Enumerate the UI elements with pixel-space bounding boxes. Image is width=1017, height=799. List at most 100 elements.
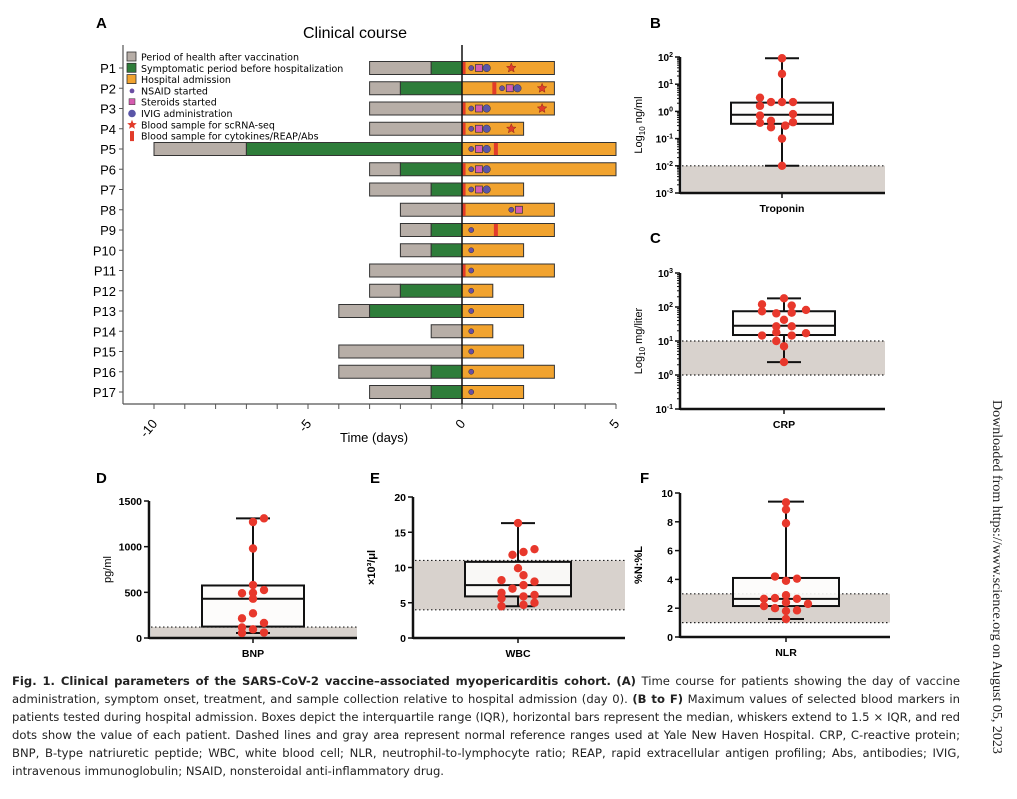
ivig-marker xyxy=(482,104,491,113)
nsaid-marker xyxy=(468,146,475,152)
symptom-bar xyxy=(245,142,463,156)
patient-row-p17: P17 xyxy=(93,385,525,400)
legend-item-steroid: Steroids started xyxy=(128,98,217,109)
data-point xyxy=(770,604,780,613)
patient-label: P7 xyxy=(100,183,116,198)
timeline-chart: Clinical course -10 -5 0 5 Time (days) P1 P2 P3 P… xyxy=(93,25,622,445)
ivig-marker xyxy=(482,165,491,174)
data-point xyxy=(787,301,796,310)
y-tick-label: 10-1 xyxy=(656,134,673,146)
caption-part-a: (A) Time course for patients showing the… xyxy=(12,674,961,706)
panel-letter-e: E xyxy=(370,470,380,487)
x-tick-label: 0 xyxy=(452,416,468,431)
cytokine-sample-marker xyxy=(461,122,466,135)
boxplot-nlr: NLR 10 8 6 4 2 0 %N:%L xyxy=(633,488,890,659)
data-point xyxy=(248,588,258,597)
ivig-marker xyxy=(482,63,491,73)
data-point xyxy=(781,519,791,528)
data-point xyxy=(530,590,539,600)
steroid-marker xyxy=(505,84,514,93)
data-point xyxy=(759,594,769,604)
health-bar xyxy=(338,304,371,318)
patient-label: P9 xyxy=(100,223,116,238)
data-point xyxy=(237,589,247,598)
steroid-marker xyxy=(475,104,483,113)
nsaid-marker xyxy=(468,186,475,193)
data-point xyxy=(237,628,247,638)
data-point xyxy=(787,331,796,340)
legend-item-health: Period of health after vaccination xyxy=(126,51,299,64)
nsaid-marker xyxy=(508,206,515,213)
symptom-bar xyxy=(430,223,463,237)
data-point xyxy=(766,97,776,107)
data-point xyxy=(757,331,767,340)
boxplot-troponin: Troponin 102 101 100 10-1 10-2 10-3 Log10 ng/ml xyxy=(633,52,885,215)
y-tick-label: 10 xyxy=(394,563,406,575)
panel-letter-c: C xyxy=(650,230,661,247)
patient-row-p8: P8 xyxy=(100,202,555,218)
data-point xyxy=(779,357,789,367)
symptom-bar xyxy=(369,304,463,318)
steroid-marker xyxy=(475,185,483,194)
legend-label: Steroids started xyxy=(141,98,217,109)
y-tick-label: 8 xyxy=(667,517,673,529)
data-point xyxy=(248,544,258,553)
steroid-marker xyxy=(515,205,523,214)
patient-row-p9: P9 xyxy=(100,223,555,238)
symptom-bar xyxy=(430,61,463,75)
nsaid-marker xyxy=(499,85,505,92)
data-point xyxy=(772,336,781,346)
scrna-star-marker xyxy=(536,102,548,114)
nsaid-marker xyxy=(468,389,475,395)
patient-label: P3 xyxy=(100,102,116,117)
health-bar xyxy=(399,202,463,217)
legend-item-symptom: Symptomatic period before hospitalizatio… xyxy=(126,62,343,75)
category-label: NLR xyxy=(775,647,797,659)
data-point xyxy=(772,328,781,337)
y-tick-label: 5 xyxy=(400,598,406,610)
data-point xyxy=(777,97,787,107)
caption-part-bf: (B to F) Maximum values of selected bloo… xyxy=(12,692,960,778)
health-bar xyxy=(369,81,401,96)
health-bar xyxy=(338,364,432,379)
data-point xyxy=(248,609,258,618)
cytokine-sample-marker xyxy=(461,102,466,115)
scrna-star-marker xyxy=(505,62,517,73)
data-point xyxy=(792,574,802,583)
y-tick-label: 101 xyxy=(658,336,673,348)
x-tick-label: -10 xyxy=(137,416,161,440)
data-point xyxy=(777,69,787,79)
data-point xyxy=(770,572,780,581)
data-point xyxy=(781,498,791,507)
data-point xyxy=(248,580,258,590)
symptom-bar xyxy=(430,364,463,379)
patient-label: P17 xyxy=(93,385,116,400)
data-point xyxy=(801,328,811,338)
data-point xyxy=(519,600,528,610)
y-tick-label: 100 xyxy=(658,370,673,382)
y-axis-label: ×10³/μl xyxy=(366,550,378,585)
symptom-bar xyxy=(399,81,463,96)
y-tick-label: 4 xyxy=(667,574,673,586)
patient-row-p11: P11 xyxy=(94,263,555,279)
nsaid-marker xyxy=(468,328,475,335)
data-point xyxy=(513,518,523,528)
y-tick-label: 10-3 xyxy=(656,188,673,200)
steroid-marker xyxy=(475,124,483,133)
data-point xyxy=(788,118,798,127)
patient-row-p4: P4 xyxy=(100,121,525,137)
hospital-bar xyxy=(461,324,494,339)
y-tick-label: 10-1 xyxy=(656,404,673,416)
health-bar xyxy=(369,263,463,278)
boxplot-crp: CRP 103 102 101 100 10-1 Log10 mg/liter xyxy=(633,268,885,431)
data-point xyxy=(792,606,802,615)
symptom-bar xyxy=(430,182,463,197)
cytokine-swatch xyxy=(130,131,134,142)
data-point xyxy=(530,577,539,586)
data-point xyxy=(772,322,781,331)
y-tick-label: 10 xyxy=(661,488,673,500)
download-watermark: Downloaded from https://www.science.org … xyxy=(989,400,1004,754)
data-point xyxy=(781,598,791,607)
panel-letter-b: B xyxy=(650,15,661,32)
data-point xyxy=(792,594,802,604)
